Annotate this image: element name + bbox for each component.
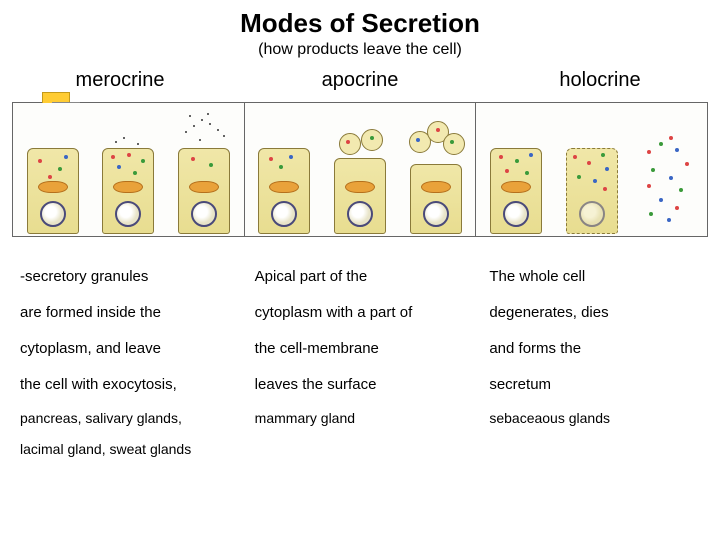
cell: [490, 148, 542, 234]
cell: [410, 164, 462, 234]
desc-line: mammary gland: [255, 403, 466, 434]
panel-holocrine: [476, 103, 707, 236]
desc-line: pancreas, salivary glands,: [20, 403, 231, 434]
desc-merocrine: -secretory granules are formed inside th…: [8, 259, 243, 465]
desc-line: degenerates, dies: [489, 295, 700, 331]
diagram-strip: [12, 102, 708, 237]
cell: [334, 158, 386, 234]
cell-disintegrated: [641, 148, 693, 234]
panel-merocrine: [13, 103, 245, 236]
cell: [27, 148, 79, 234]
desc-line: secretum: [489, 367, 700, 403]
desc-line: Apical part of the: [255, 259, 466, 295]
desc-line: the cell-membrane: [255, 331, 466, 367]
desc-apocrine: Apical part of the cytoplasm with a part…: [243, 259, 478, 465]
desc-line: sebaceaous glands: [489, 403, 700, 434]
page-title: Modes of Secretion: [0, 8, 720, 39]
desc-line: -secretory granules: [20, 259, 231, 295]
mode-label-apocrine: apocrine: [240, 69, 480, 92]
desc-line: cytoplasm, and leave: [20, 331, 231, 367]
mode-header-row: merocrine apocrine holocrine: [0, 69, 720, 92]
desc-line: leaves the surface: [255, 367, 466, 403]
cell: [102, 148, 154, 234]
cell: [566, 148, 618, 234]
panel-apocrine: [245, 103, 477, 236]
desc-line: The whole cell: [489, 259, 700, 295]
desc-line: and forms the: [489, 331, 700, 367]
mode-label-merocrine: merocrine: [0, 69, 240, 92]
desc-line: cytoplasm with a part of: [255, 295, 466, 331]
desc-line: the cell with exocytosis,: [20, 367, 231, 403]
page-subtitle: (how products leave the cell): [0, 41, 720, 59]
cell: [178, 148, 230, 234]
desc-line: are formed inside the: [20, 295, 231, 331]
mode-label-holocrine: holocrine: [480, 69, 720, 92]
descriptions-row: -secretory granules are formed inside th…: [0, 259, 720, 465]
desc-holocrine: The whole cell degenerates, dies and for…: [477, 259, 712, 465]
cell: [258, 148, 310, 234]
desc-line: lacimal gland, sweat glands: [20, 434, 231, 465]
